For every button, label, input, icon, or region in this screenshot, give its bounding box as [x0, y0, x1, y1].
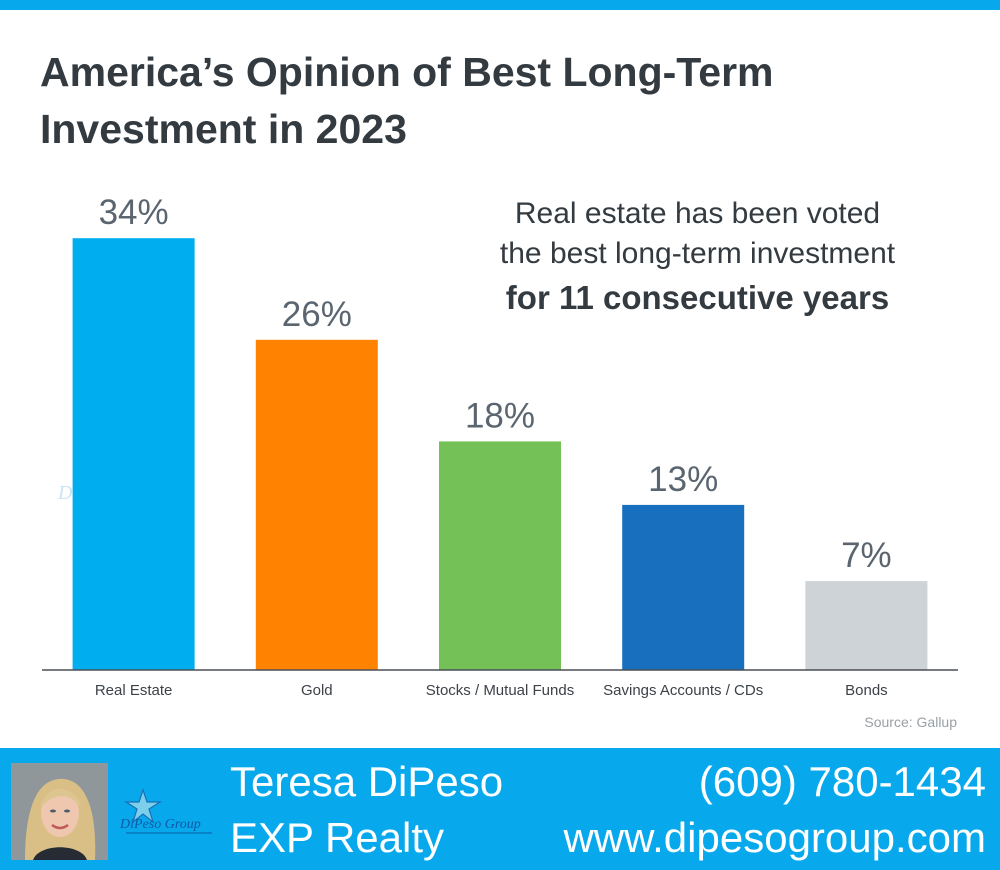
callout-line-3: for 11 consecutive years — [505, 279, 890, 316]
agent-name: Teresa DiPeso — [230, 758, 504, 805]
chart-title: America’s Opinion of Best Long-Term Inves… — [40, 44, 940, 158]
company-name: EXP Realty — [230, 814, 444, 861]
agent-photo — [11, 763, 108, 860]
category-label: Real Estate — [95, 682, 173, 699]
bar-value-label: 34% — [99, 193, 169, 232]
bar — [72, 238, 195, 670]
bar — [805, 581, 928, 670]
source-label: Source: Gallup — [864, 714, 957, 730]
chart-title-line-2: Investment in 2023 — [40, 106, 407, 152]
bar — [255, 339, 378, 670]
category-label: Savings Accounts / CDs — [603, 682, 763, 699]
callout-line-1: Real estate has been voted — [514, 197, 881, 230]
callout-text: Real estate has been voted the best long… — [455, 194, 940, 322]
phone-number[interactable]: (609) 780-1434 — [698, 758, 986, 805]
bar-chart: DiPeso Group34%Real Estate26%Gold18%Stoc… — [42, 193, 958, 730]
category-label: Bonds — [845, 682, 888, 699]
website-link[interactable]: www.dipesogroup.com — [563, 814, 986, 861]
svg-text:DiPeso Group: DiPeso Group — [119, 817, 201, 832]
chart-title-line-1: America’s Opinion of Best Long-Term — [40, 49, 774, 95]
category-label: Stocks / Mutual Funds — [426, 682, 574, 699]
footer-banner: DiPeso Group Teresa DiPeso EXP Realty (6… — [0, 748, 1000, 870]
bar-value-label: 7% — [841, 536, 892, 575]
bar-value-label: 26% — [282, 295, 352, 334]
category-label: Gold — [301, 682, 333, 699]
bar-value-label: 13% — [648, 460, 718, 499]
company-logo: DiPeso Group — [119, 788, 212, 834]
top-accent-bar — [0, 0, 1000, 10]
callout-line-2: the best long-term investment — [499, 237, 896, 270]
bar-value-label: 18% — [465, 396, 535, 435]
bar — [622, 504, 745, 670]
bar — [439, 441, 561, 670]
